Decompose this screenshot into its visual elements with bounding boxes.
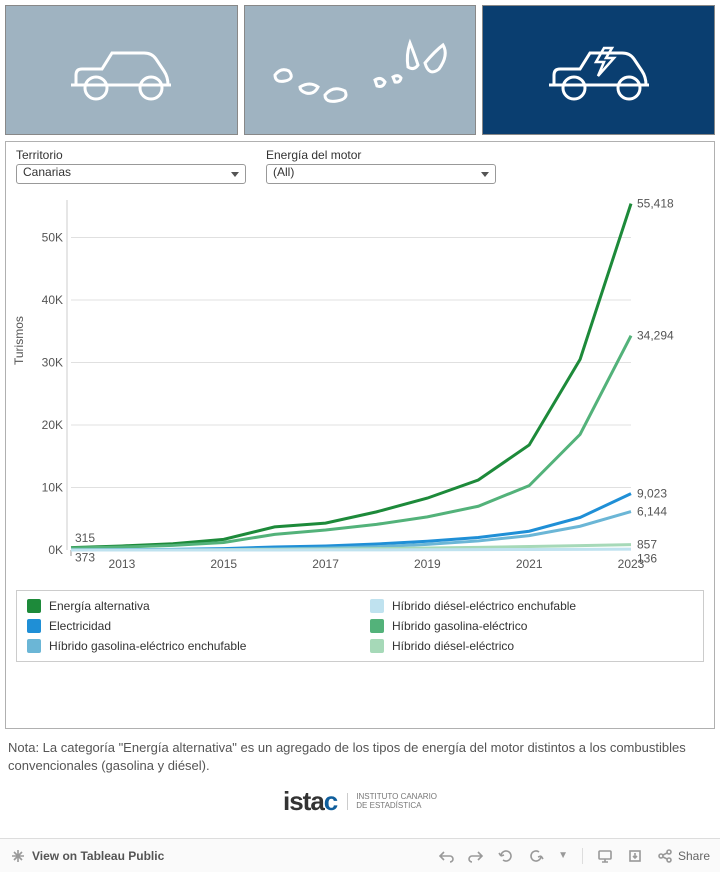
energia-value: (All) bbox=[273, 165, 294, 179]
download-icon[interactable] bbox=[627, 848, 643, 864]
legend-swatch bbox=[370, 639, 384, 653]
tab-islands[interactable] bbox=[244, 5, 477, 135]
svg-text:50K: 50K bbox=[42, 231, 63, 245]
tab-car[interactable] bbox=[5, 5, 238, 135]
svg-text:136: 136 bbox=[637, 552, 657, 566]
chevron-down-icon[interactable]: ▼ bbox=[558, 850, 568, 861]
svg-text:2017: 2017 bbox=[312, 557, 339, 571]
svg-text:2019: 2019 bbox=[414, 557, 441, 571]
svg-text:373: 373 bbox=[75, 551, 95, 565]
view-on-tableau[interactable]: View on Tableau Public bbox=[10, 848, 164, 864]
islands-icon bbox=[255, 25, 465, 115]
territorio-value: Canarias bbox=[23, 165, 71, 179]
logo-text-b: c bbox=[324, 786, 337, 816]
svg-text:2015: 2015 bbox=[210, 557, 237, 571]
footnote: Nota: La categoría "Energía alternativa"… bbox=[8, 739, 712, 774]
svg-text:6,144: 6,144 bbox=[637, 505, 667, 519]
svg-text:10K: 10K bbox=[42, 481, 63, 495]
svg-text:857: 857 bbox=[637, 538, 657, 552]
share-icon bbox=[657, 848, 673, 864]
legend-swatch bbox=[27, 639, 41, 653]
legend-item[interactable]: Híbrido diésel-eléctrico bbox=[370, 639, 693, 653]
logo-text-a: ista bbox=[283, 786, 324, 816]
legend: Energía alternativa Híbrido diésel-eléctr… bbox=[16, 590, 704, 662]
tab-ev[interactable] bbox=[482, 5, 715, 135]
line-chart: 0K10K20K30K40K50K20132015201720192021202… bbox=[16, 190, 686, 580]
y-axis-label: Turismos bbox=[12, 316, 26, 365]
legend-label: Híbrido gasolina-eléctrico bbox=[392, 619, 527, 633]
refresh-icon[interactable] bbox=[528, 848, 544, 864]
legend-swatch bbox=[370, 599, 384, 613]
undo-icon[interactable] bbox=[438, 848, 454, 864]
svg-text:315: 315 bbox=[75, 531, 95, 545]
legend-label: Electricidad bbox=[49, 619, 111, 633]
legend-item[interactable]: Electricidad bbox=[27, 619, 350, 633]
svg-text:9,023: 9,023 bbox=[637, 487, 667, 501]
separator bbox=[582, 848, 583, 864]
logo-tag-1: INSTITUTO CANARIO bbox=[356, 792, 437, 801]
filter-territorio: Territorio Canarias bbox=[16, 148, 246, 184]
logo-row: istac INSTITUTO CANARIODE ESTADÍSTICA bbox=[0, 786, 720, 817]
svg-text:20K: 20K bbox=[42, 418, 63, 432]
tab-bar bbox=[0, 0, 720, 135]
svg-text:34,294: 34,294 bbox=[637, 329, 674, 343]
legend-item[interactable]: Energía alternativa bbox=[27, 599, 350, 613]
car-icon bbox=[56, 30, 186, 110]
legend-item[interactable]: Híbrido gasolina-eléctrico enchufable bbox=[27, 639, 350, 653]
presentation-icon[interactable] bbox=[597, 848, 613, 864]
territorio-label: Territorio bbox=[16, 148, 246, 162]
legend-label: Híbrido gasolina-eléctrico enchufable bbox=[49, 639, 246, 653]
legend-item[interactable]: Híbrido gasolina-eléctrico bbox=[370, 619, 693, 633]
filter-energia: Energía del motor (All) bbox=[266, 148, 496, 184]
legend-swatch bbox=[370, 619, 384, 633]
svg-text:2013: 2013 bbox=[109, 557, 136, 571]
tableau-icon bbox=[10, 848, 26, 864]
legend-swatch bbox=[27, 619, 41, 633]
ev-car-icon bbox=[534, 30, 664, 110]
territorio-select[interactable]: Canarias bbox=[16, 164, 246, 184]
svg-text:40K: 40K bbox=[42, 293, 63, 307]
filter-row: Territorio Canarias Energía del motor (A… bbox=[16, 148, 704, 184]
logo-tag-2: DE ESTADÍSTICA bbox=[356, 801, 421, 810]
svg-text:55,418: 55,418 bbox=[637, 197, 674, 211]
legend-label: Energía alternativa bbox=[49, 599, 150, 613]
svg-text:30K: 30K bbox=[42, 356, 63, 370]
bottom-toolbar: View on Tableau Public ▼ Share bbox=[0, 838, 720, 872]
share-label: Share bbox=[678, 849, 710, 863]
share-button[interactable]: Share bbox=[657, 848, 710, 864]
energia-select[interactable]: (All) bbox=[266, 164, 496, 184]
istac-logo: istac INSTITUTO CANARIODE ESTADÍSTICA bbox=[283, 786, 437, 817]
svg-text:0K: 0K bbox=[48, 543, 63, 557]
chart-area: Turismos 0K10K20K30K40K50K20132015201720… bbox=[16, 190, 686, 580]
svg-text:2021: 2021 bbox=[516, 557, 543, 571]
chart-panel: Territorio Canarias Energía del motor (A… bbox=[5, 141, 715, 729]
view-label: View on Tableau Public bbox=[32, 849, 164, 863]
redo-icon[interactable] bbox=[468, 848, 484, 864]
legend-swatch bbox=[27, 599, 41, 613]
revert-icon[interactable] bbox=[498, 848, 514, 864]
legend-label: Híbrido diésel-eléctrico enchufable bbox=[392, 599, 576, 613]
legend-label: Híbrido diésel-eléctrico bbox=[392, 639, 514, 653]
legend-item[interactable]: Híbrido diésel-eléctrico enchufable bbox=[370, 599, 693, 613]
energia-label: Energía del motor bbox=[266, 148, 496, 162]
